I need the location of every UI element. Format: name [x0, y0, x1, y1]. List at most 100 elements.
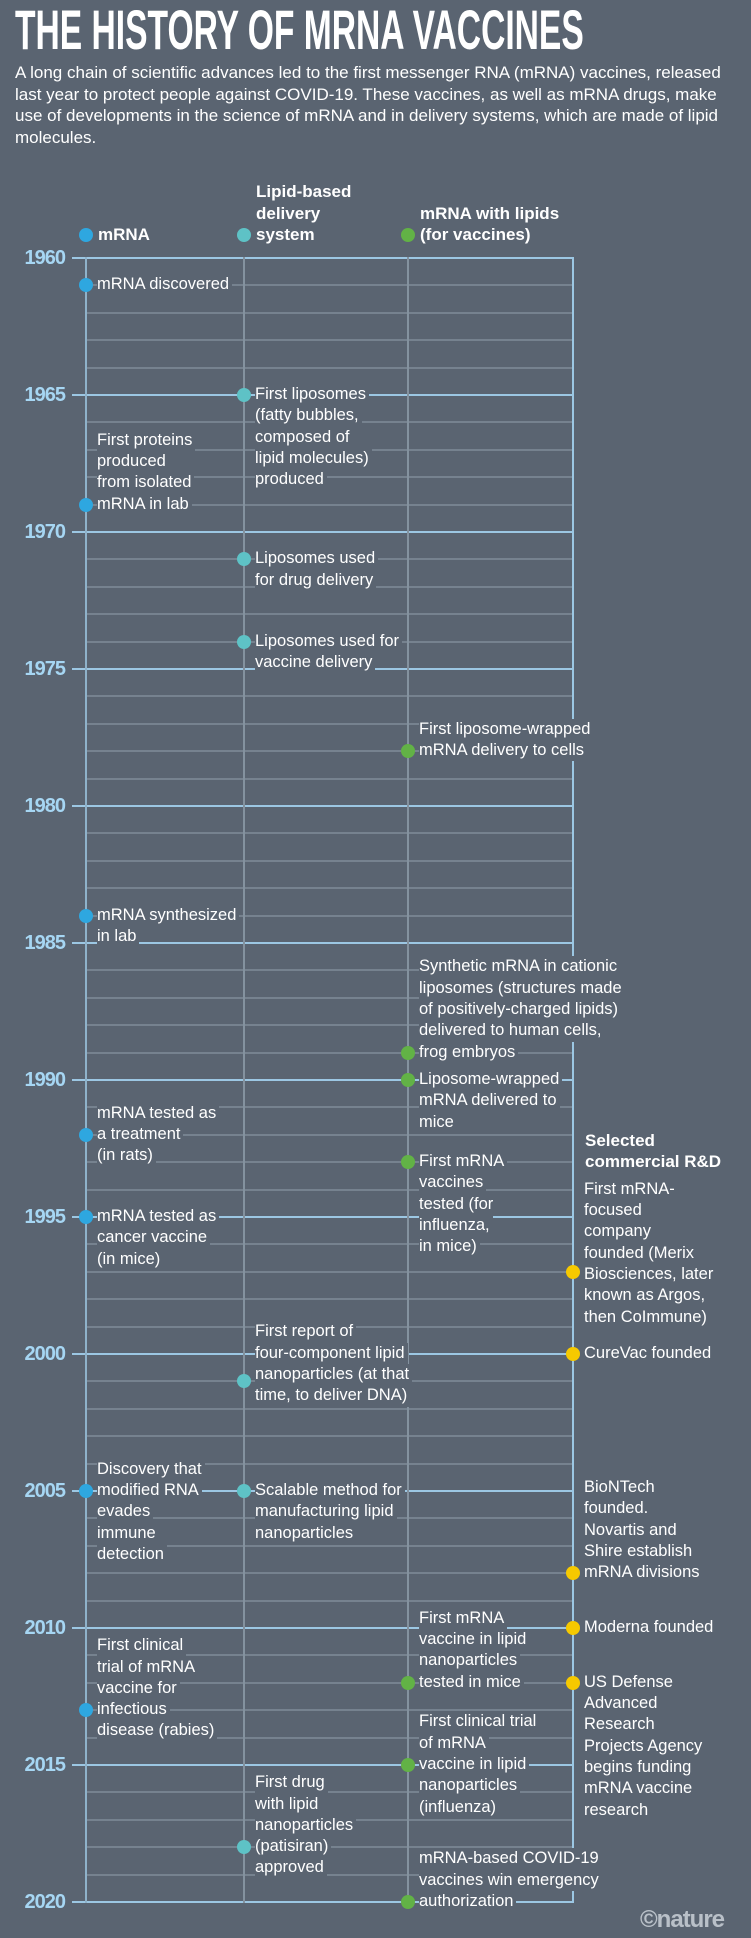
event-text: First liposome-wrapped mRNA delivery to c…: [419, 718, 594, 762]
event-text: US Defense Advanced Research Projects Agenc…: [584, 1671, 706, 1821]
event-text-line: research: [584, 1799, 652, 1821]
event-text-line: First clinical trial: [419, 1711, 540, 1733]
event-text-line: evades: [97, 1501, 154, 1523]
event-text: First drug with lipid nanoparticles (patisi…: [255, 1772, 357, 1879]
event-text-line: founded (Merix: [584, 1242, 698, 1264]
minor-gridline: [86, 1599, 574, 1602]
event-text-line: nanoparticles: [255, 1522, 357, 1544]
event-dot-commercial: [566, 1675, 580, 1690]
event-text-line: vaccine for: [97, 1677, 180, 1700]
legend-dot-mrna_lipid: [401, 228, 415, 242]
event-text-line: vaccine in lipid: [419, 1753, 530, 1776]
event-text-line: First clinical: [97, 1635, 187, 1657]
minor-gridline: [86, 1654, 574, 1657]
event-text-line: manufacturing lipid: [255, 1501, 397, 1523]
legend-label: delivery: [256, 203, 321, 223]
event-text: CureVac founded: [584, 1343, 715, 1365]
event-text: Liposomes used for drug delivery: [255, 548, 379, 591]
event-dot-mrna: [79, 278, 93, 293]
major-gridline: [72, 1216, 574, 1218]
year-label: 2005: [24, 1480, 67, 1502]
minor-gridline: [86, 1462, 574, 1465]
event-text: First clinical trial of mRNA vaccine for in…: [97, 1635, 218, 1742]
minor-gridline: [86, 1024, 574, 1027]
event-dot-mrna: [79, 497, 93, 512]
event-text-line: immune: [97, 1522, 159, 1544]
event-text-line: delivered to human cells,: [419, 1020, 605, 1042]
event-text-line: mRNA in lab: [97, 493, 192, 515]
event-text: First mRNA-focused company founded (Merix B…: [584, 1178, 717, 1328]
event-text-line: Novartis and: [584, 1519, 680, 1541]
year-label: 1995: [24, 1206, 67, 1228]
event-text-line: mRNA divisions: [584, 1562, 703, 1584]
event-dot-mrna_lipid: [401, 1155, 415, 1170]
event-text-line: mRNA delivered to: [419, 1090, 560, 1112]
major-gridline: [72, 531, 574, 533]
event-text-line: mRNA synthesized: [97, 904, 240, 926]
minor-gridline: [86, 1161, 574, 1164]
event-dot-commercial: [566, 1347, 580, 1361]
legend-dot-lipid: [237, 228, 251, 242]
event-text-line: tested in mice: [419, 1671, 524, 1694]
event-dot-mrna_lipid: [401, 1758, 415, 1772]
page-title: THE HISTORY OF MRNA VACCINES: [15, 0, 584, 61]
event-text-line: mRNA-based COVID-19: [419, 1848, 602, 1870]
event-text-line: US Defense: [584, 1671, 676, 1694]
event-text-line: from isolated: [97, 472, 195, 494]
event-text-line: with lipid: [255, 1793, 322, 1815]
event-text-line: First liposome-wrapped: [419, 718, 594, 741]
event-dot-lipid: [237, 1840, 251, 1855]
event-text-line: liposomes (structures made: [419, 977, 625, 999]
major-gridline: [72, 1764, 574, 1766]
event-text-line: First mRNA-: [584, 1178, 678, 1201]
minor-gridline: [86, 503, 574, 506]
year-label: 2015: [24, 1754, 67, 1776]
year-label: 1975: [24, 658, 67, 680]
event-text-line: Projects Agency: [584, 1735, 706, 1757]
event-text: mRNA discovered: [97, 274, 233, 296]
event-text-line: a treatment: [97, 1123, 184, 1146]
event-text-line: Scalable method for: [255, 1480, 405, 1502]
minor-gridline: [86, 1435, 574, 1438]
event-text-line: modified RNA: [97, 1479, 202, 1502]
event-dot-commercial: [566, 1621, 580, 1635]
event-text: Discovery that modified RNA evades immune de…: [97, 1458, 205, 1566]
event-dot-mrna: [79, 908, 93, 923]
legend-commercial: Selected commercial R&D: [585, 1130, 721, 1173]
event-text-line: authorization: [419, 1890, 517, 1913]
event-text-line: mRNA vaccine: [584, 1778, 696, 1800]
event-dot-mrna: [79, 1210, 93, 1224]
event-text: Liposome-wrapped mRNA delivered to mice: [419, 1069, 563, 1133]
minor-gridline: [86, 1873, 574, 1876]
minor-gridline: [86, 1709, 574, 1712]
nature-logo: ©nature: [640, 1906, 725, 1933]
event-text-line: lipid molecules): [255, 447, 372, 470]
event-text-line: in lab: [97, 925, 140, 948]
event-text: First mRNA vaccine in lipid nanoparticles t…: [419, 1607, 530, 1694]
event-text: First liposomes (fatty bubbles, composed o…: [255, 384, 372, 491]
event-dot-mrna: [79, 1484, 93, 1498]
event-dot-mrna: [79, 1703, 93, 1718]
event-dot-commercial: [566, 1264, 580, 1279]
event-text-line: tested (for: [419, 1193, 497, 1216]
legend-mrna: mRNA: [98, 224, 150, 246]
event-text-line: four-component lipid: [255, 1342, 408, 1364]
event-text-line: company: [584, 1221, 654, 1243]
event-text-line: First liposomes: [255, 384, 369, 406]
event-text-line: infectious: [97, 1699, 170, 1721]
mrna-column-line: [85, 257, 87, 1903]
event-text-line: (patisiran): [255, 1836, 332, 1858]
legend-label: (for vaccines): [420, 225, 531, 244]
minor-gridline: [86, 969, 574, 972]
event-dot-mrna_lipid: [401, 1675, 415, 1690]
event-text-line: influenza,: [419, 1215, 493, 1237]
event-text: First proteins produced from isolated mRNA …: [97, 429, 196, 515]
minor-gridline: [86, 1188, 574, 1191]
event-text-line: nanoparticles (at that: [255, 1364, 413, 1386]
event-text-line: detection: [97, 1543, 167, 1566]
minor-gridline: [86, 613, 574, 616]
event-dot-lipid: [237, 1374, 251, 1389]
minor-gridline: [86, 1407, 574, 1410]
minor-gridline: [86, 859, 574, 862]
event-text-line: begins funding: [584, 1756, 695, 1779]
